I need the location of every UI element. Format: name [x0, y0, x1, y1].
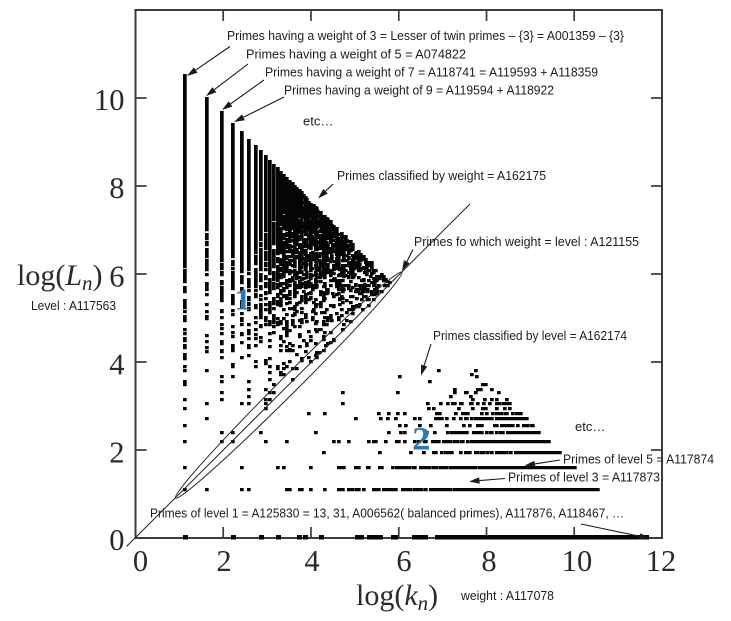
- svg-text:2: 2: [216, 544, 231, 578]
- svg-text:Primes fo which weight = level: Primes fo which weight = level : A121155: [414, 234, 639, 249]
- svg-text:6: 6: [396, 544, 411, 578]
- svg-text:0: 0: [133, 544, 148, 578]
- svg-text:etc…: etc…: [303, 114, 333, 129]
- svg-text:0: 0: [109, 523, 124, 557]
- svg-text:10: 10: [94, 83, 125, 117]
- svg-text:Primes of level 3 = A117873: Primes of level 3 = A117873: [508, 470, 660, 485]
- svg-text:2: 2: [109, 436, 124, 470]
- svg-text:Primes classified by weight =: Primes classified by weight = A162175: [337, 168, 546, 183]
- svg-text:etc…: etc…: [575, 419, 605, 434]
- svg-text:Primes having a weight of 3 =: Primes having a weight of 3 = Lesser of …: [227, 28, 625, 43]
- svg-text:Primes of level 5 = A117874: Primes of level 5 = A117874: [563, 452, 714, 467]
- svg-text:12: 12: [646, 544, 677, 578]
- svg-text:Primes of level 1 = A125830 =: Primes of level 1 = A125830 = 13, 31, A0…: [150, 506, 624, 521]
- svg-text:8: 8: [481, 544, 496, 578]
- svg-text:1: 1: [235, 282, 252, 317]
- svg-text:Level : A117563: Level : A117563: [31, 298, 116, 313]
- svg-text:8: 8: [109, 171, 124, 205]
- svg-text:Primes having a weight of 5 =: Primes having a weight of 5 = A074822: [246, 47, 466, 62]
- svg-text:weight : A117078: weight : A117078: [460, 588, 554, 603]
- svg-text:6: 6: [109, 259, 124, 293]
- svg-text:Primes classified by level = A: Primes classified by level = A162174: [433, 328, 627, 343]
- svg-text:10: 10: [562, 544, 593, 578]
- svg-text:Primes having a weight of 9 =: Primes having a weight of 9 = A119594 + …: [284, 83, 554, 98]
- svg-text:4: 4: [304, 544, 319, 578]
- svg-text:2: 2: [412, 422, 431, 458]
- svg-text:4: 4: [109, 348, 124, 382]
- svg-text:Primes having a weight of 7 =: Primes having a weight of 7 = A118741 = …: [265, 65, 598, 80]
